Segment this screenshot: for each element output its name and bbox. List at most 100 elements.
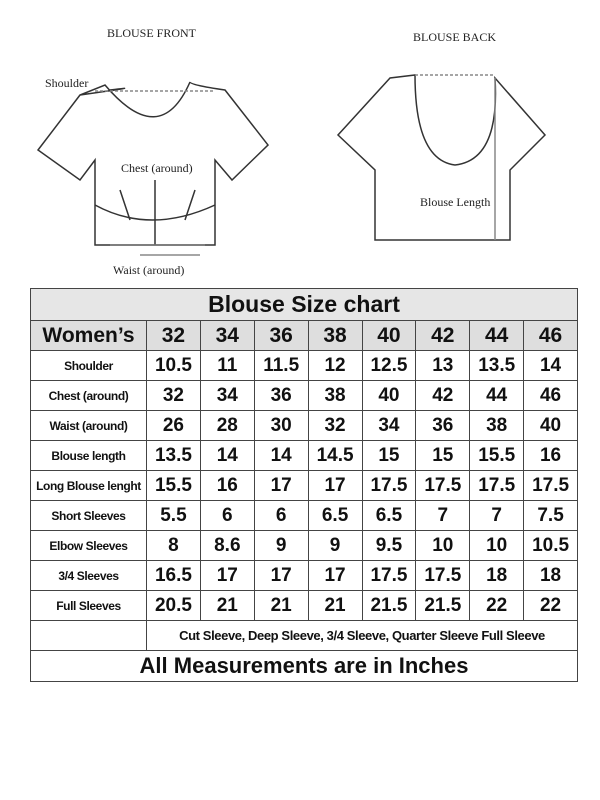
- measurement-cell: 11.5: [253, 350, 309, 381]
- measurement-cell: 18: [523, 560, 578, 591]
- row-label: Full Sleeves: [30, 590, 147, 621]
- table-row: Long Blouse lenght 15.5 16 17 17 17.5 17.5 17.5…: [30, 470, 578, 501]
- measurement-cell: 36: [415, 410, 471, 441]
- row-label: Blouse length: [30, 440, 147, 471]
- shoulder-label: Shoulder: [45, 76, 89, 90]
- measurement-cell: 17: [253, 470, 309, 501]
- row-label: Waist (around): [30, 410, 147, 441]
- measurement-cell: 32: [146, 380, 201, 411]
- measurement-cell: 20.5: [146, 590, 201, 621]
- table-row: Waist (around) 26 28 30 32 34 36 38 40: [30, 410, 578, 441]
- length-label: Blouse Length: [420, 195, 491, 209]
- measurement-cell: 17.5: [415, 470, 471, 501]
- table-row: Short Sleeves 5.5 6 6 6.5 6.5 7 7 7.5: [30, 500, 578, 531]
- measurement-cell: 38: [307, 380, 363, 411]
- measurement-cell: 15.5: [469, 440, 525, 471]
- measurement-cell: 16: [523, 440, 578, 471]
- row-label: Long Blouse lenght: [30, 470, 147, 501]
- measurement-cell: 21: [199, 590, 255, 621]
- measurement-cell: 17: [253, 560, 309, 591]
- measurement-cell: 15.5: [146, 470, 201, 501]
- row-label: 3/4 Sleeves: [30, 560, 147, 591]
- measurement-cell: 46: [523, 380, 578, 411]
- measurement-cell: 9: [307, 530, 363, 561]
- measurement-cell: 30: [253, 410, 309, 441]
- size-header: 40: [361, 320, 417, 351]
- measurement-cell: 15: [361, 440, 417, 471]
- measurement-cell: 40: [523, 410, 578, 441]
- back-title: BLOUSE BACK: [413, 30, 497, 44]
- measurement-cell: 44: [469, 380, 525, 411]
- table-row: Full Sleeves 20.5 21 21 21 21.5 21.5 22 22: [30, 590, 578, 621]
- measurement-cell: 7.5: [523, 500, 578, 531]
- table-row: Shoulder 10.5 11 11.5 12 12.5 13 13.5 14: [30, 350, 578, 381]
- measurement-cell: 8.6: [199, 530, 255, 561]
- table-title: Blouse Size chart: [30, 288, 578, 321]
- measurement-cell: 12.5: [361, 350, 417, 381]
- row-label: Shoulder: [30, 350, 147, 381]
- measurement-cell: 22: [469, 590, 525, 621]
- front-title: BLOUSE FRONT: [107, 26, 197, 40]
- blouse-front-outline: [36, 81, 270, 256]
- measurement-cell: 12: [307, 350, 363, 381]
- measurement-cell: 9: [253, 530, 309, 561]
- measurement-footer: All Measurements are in Inches: [30, 650, 578, 682]
- measurement-cell: 10: [469, 530, 525, 561]
- sleeve-note: Cut Sleeve, Deep Sleeve, 3/4 Sleeve, Qua…: [146, 620, 578, 651]
- measurement-cell: 17.5: [361, 470, 417, 501]
- measurement-cell: 10.5: [146, 350, 201, 381]
- size-header: 42: [415, 320, 471, 351]
- measurement-cell: 17.5: [415, 560, 471, 591]
- measurement-cell: 17: [307, 470, 363, 501]
- size-header: 46: [523, 320, 578, 351]
- measurement-cell: 13: [415, 350, 471, 381]
- measurement-cell: 17: [307, 560, 363, 591]
- measurement-cell: 14: [199, 440, 255, 471]
- measurement-cell: 22: [523, 590, 578, 621]
- measurement-cell: 40: [361, 380, 417, 411]
- measurement-cell: 14.5: [307, 440, 363, 471]
- measurement-cell: 16: [199, 470, 255, 501]
- measurement-cell: 7: [415, 500, 471, 531]
- measurement-cell: 6.5: [307, 500, 363, 531]
- measurement-cell: 42: [415, 380, 471, 411]
- measurement-cell: 17.5: [469, 470, 525, 501]
- measurement-cell: 5.5: [146, 500, 201, 531]
- measurement-cell: 34: [361, 410, 417, 441]
- size-chart-table: Blouse Size chart Women’s 32 34 36 38 40 42 44 4…: [30, 288, 578, 682]
- measurement-cell: 21.5: [415, 590, 471, 621]
- measurement-cell: 13.5: [469, 350, 525, 381]
- measurement-cell: 21.5: [361, 590, 417, 621]
- measurement-cell: 10: [415, 530, 471, 561]
- measurement-cell: 36: [253, 380, 309, 411]
- size-header: 36: [253, 320, 309, 351]
- measurement-cell: 9.5: [361, 530, 417, 561]
- measurement-cell: 6.5: [361, 500, 417, 531]
- measurement-cell: 14: [523, 350, 578, 381]
- empty-cell: [30, 620, 147, 651]
- measurement-cell: 6: [199, 500, 255, 531]
- measurement-cell: 10.5: [523, 530, 578, 561]
- size-header: 32: [146, 320, 201, 351]
- blouse-diagrams: [36, 74, 547, 256]
- row-label: Short Sleeves: [30, 500, 147, 531]
- measurement-cell: 32: [307, 410, 363, 441]
- measurement-cell: 7: [469, 500, 525, 531]
- measurement-cell: 18: [469, 560, 525, 591]
- size-header: 34: [199, 320, 255, 351]
- measurement-cell: 6: [253, 500, 309, 531]
- measurement-cell: 38: [469, 410, 525, 441]
- measurement-cell: 15: [415, 440, 471, 471]
- measurement-cell: 34: [199, 380, 255, 411]
- measurement-cell: 26: [146, 410, 201, 441]
- blouse-back-outline: [336, 74, 547, 241]
- measurement-cell: 28: [199, 410, 255, 441]
- table-row: 3/4 Sleeves 16.5 17 17 17 17.5 17.5 18 18: [30, 560, 578, 591]
- header-label: Women’s: [30, 320, 147, 351]
- measurement-cell: 21: [253, 590, 309, 621]
- table-row: Chest (around) 32 34 36 38 40 42 44 46: [30, 380, 578, 411]
- measurement-cell: 13.5: [146, 440, 201, 471]
- chest-label: Chest (around): [121, 161, 193, 175]
- waist-label: Waist (around): [113, 263, 185, 277]
- row-label: Chest (around): [30, 380, 147, 411]
